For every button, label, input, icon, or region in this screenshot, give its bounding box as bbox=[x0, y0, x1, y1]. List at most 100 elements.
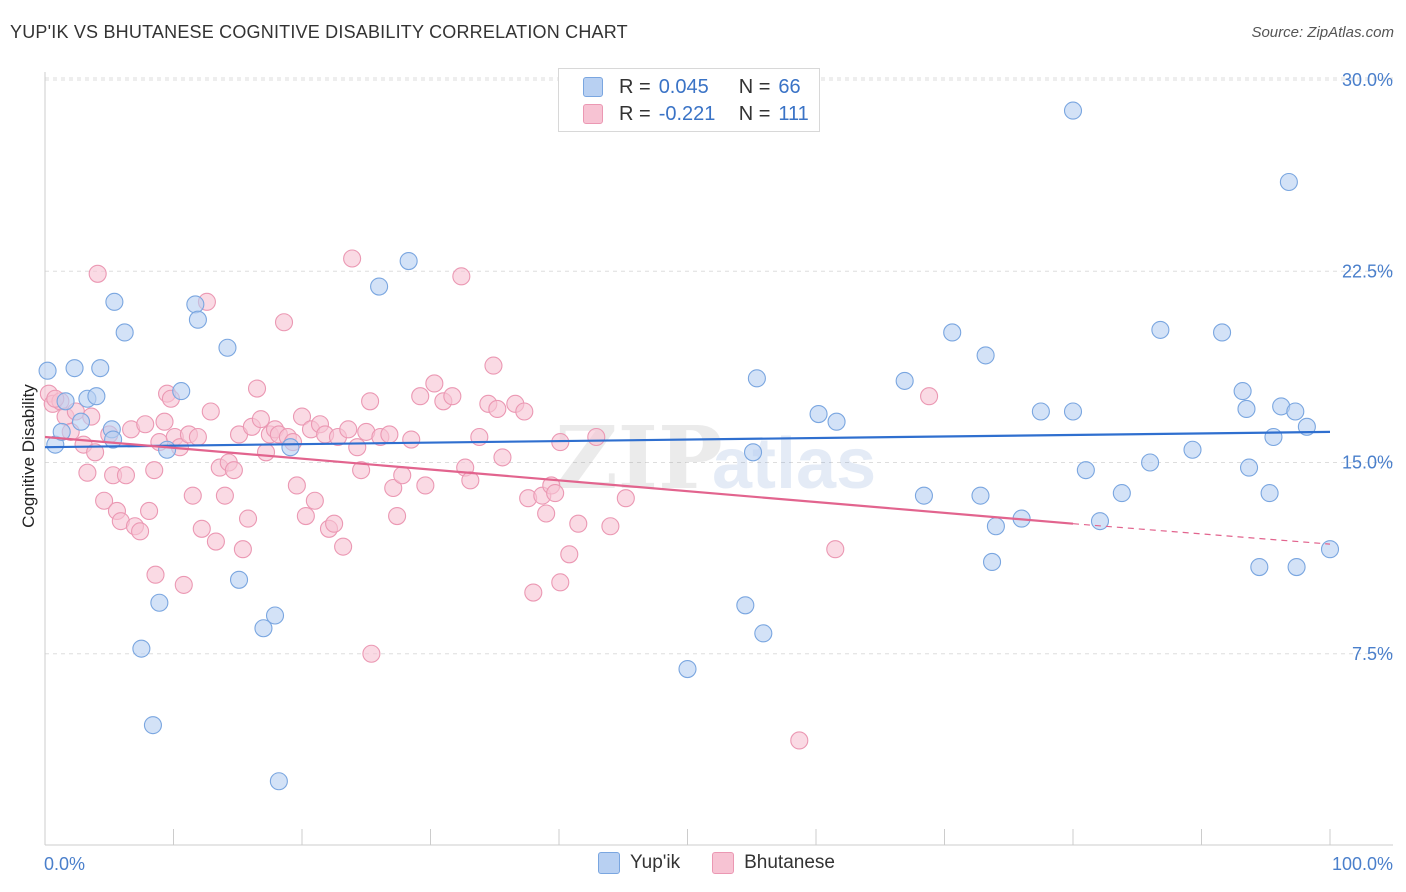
yupik-swatch bbox=[583, 77, 603, 97]
yupik-point bbox=[754, 624, 773, 643]
yupik-point bbox=[1287, 557, 1306, 577]
yupik-point bbox=[186, 295, 205, 314]
yupik-point bbox=[254, 619, 273, 638]
x-tick-label-max: 100.0% bbox=[1332, 854, 1393, 874]
svg-text:atlas: atlas bbox=[712, 424, 876, 504]
bhutanese-point bbox=[274, 313, 294, 332]
yupik-point bbox=[1260, 484, 1279, 503]
yupik-point bbox=[1233, 382, 1252, 401]
yupik-point bbox=[1286, 402, 1305, 421]
bhutanese-point bbox=[524, 583, 543, 602]
bhutanese-legend-label: Bhutanese bbox=[744, 852, 835, 873]
yupik-point bbox=[809, 404, 828, 424]
yupik-point bbox=[1141, 453, 1160, 472]
bhutanese-point bbox=[425, 374, 444, 393]
yupik-point bbox=[895, 371, 914, 390]
bhutanese-point bbox=[256, 443, 276, 462]
svg-text:ZIP: ZIP bbox=[555, 408, 723, 509]
bhutanese-point bbox=[201, 402, 220, 421]
bhutanese-point bbox=[116, 466, 136, 485]
yupik-point bbox=[229, 570, 249, 589]
trendlines bbox=[44, 430, 1331, 545]
bhutanese-point bbox=[362, 644, 381, 663]
yupik-point bbox=[1151, 320, 1170, 339]
yupik-legend-label: Yup'ik bbox=[630, 852, 681, 873]
bhutanese-point bbox=[206, 532, 225, 551]
yupik-point bbox=[1279, 172, 1298, 192]
bhutanese-point bbox=[86, 443, 105, 462]
bhutanese-point bbox=[339, 420, 358, 439]
bhutanese-point bbox=[569, 514, 588, 533]
yupik-point bbox=[1063, 101, 1083, 120]
yupik-point bbox=[1213, 323, 1232, 342]
bhutanese-point bbox=[140, 501, 159, 521]
yupik-point bbox=[1239, 458, 1259, 477]
gridlines bbox=[45, 77, 1393, 655]
yupik-point bbox=[1237, 399, 1256, 419]
yupik-point bbox=[172, 382, 191, 401]
bhutanese-point bbox=[488, 399, 507, 419]
y-axis-title: Cognitive Disability bbox=[19, 384, 38, 528]
yupik-point bbox=[281, 438, 300, 457]
bhutanese-point bbox=[361, 392, 380, 411]
yupik-point bbox=[87, 387, 106, 406]
bhutanese-point bbox=[393, 466, 412, 485]
yupik-point bbox=[115, 323, 134, 342]
bhutanese-point bbox=[616, 489, 635, 508]
n-label: N = bbox=[738, 75, 771, 98]
bhutanese-point bbox=[551, 573, 570, 592]
yupik-point bbox=[143, 716, 162, 735]
yupik-point bbox=[188, 310, 207, 329]
yupik-point bbox=[91, 359, 110, 378]
bhutanese-point bbox=[145, 461, 164, 480]
yupik-point bbox=[132, 639, 151, 658]
bhutanese-swatch bbox=[583, 104, 603, 124]
bhutanese-point bbox=[296, 506, 315, 526]
bhutanese-point bbox=[402, 430, 421, 449]
bhutanese-r-value: -0.221 bbox=[658, 102, 716, 125]
yupik-point bbox=[56, 392, 75, 411]
legend-item-bhutanese[interactable]: Bhutanese bbox=[712, 852, 835, 874]
yupik-point bbox=[1320, 540, 1340, 559]
bhutanese-point bbox=[452, 267, 471, 286]
bhutanese-point bbox=[78, 463, 97, 482]
bhutanese-point bbox=[484, 356, 503, 375]
yupik-point bbox=[976, 346, 995, 365]
bhutanese-point bbox=[95, 491, 114, 510]
bhutanese-n-value: 111 bbox=[778, 102, 809, 125]
yupik-point bbox=[218, 338, 237, 357]
bhutanese-point bbox=[188, 427, 207, 447]
bhutanese-point bbox=[388, 506, 407, 526]
bhutanese-points bbox=[39, 249, 939, 750]
yupik-point bbox=[1090, 512, 1110, 531]
r-label: R = bbox=[619, 102, 651, 125]
series-legend: Yup'ik Bhutanese bbox=[598, 852, 867, 874]
yupik-point bbox=[1063, 402, 1083, 421]
bhutanese-point bbox=[343, 249, 362, 268]
bhutanese-point bbox=[560, 545, 579, 564]
bhutanese-point bbox=[325, 514, 344, 533]
yupik-point bbox=[105, 292, 124, 311]
legend-row-bhutanese: R = -0.221 N = 111 bbox=[583, 102, 809, 126]
bhutanese-point bbox=[247, 379, 267, 398]
bhutanese-point bbox=[334, 537, 353, 556]
yupik-point bbox=[743, 443, 763, 462]
yupik-point bbox=[158, 440, 177, 459]
bhutanese-point bbox=[136, 415, 155, 434]
bhutanese-legend-swatch bbox=[712, 852, 735, 874]
bhutanese-point bbox=[384, 478, 403, 498]
legend-item-yupik[interactable]: Yup'ik bbox=[598, 852, 680, 874]
bhutanese-point bbox=[601, 517, 620, 536]
bhutanese-point bbox=[233, 540, 252, 559]
yupik-point bbox=[747, 369, 766, 388]
stats-legend: R = 0.045 N = 66 R = -0.221 N = 111 bbox=[558, 68, 820, 132]
bhutanese-point bbox=[215, 486, 234, 505]
yupik-point bbox=[971, 486, 990, 505]
yupik-point bbox=[1250, 557, 1269, 577]
bhutanese-point bbox=[183, 486, 202, 505]
bhutanese-point bbox=[493, 448, 512, 467]
yupik-trendline bbox=[44, 430, 1331, 449]
yupik-point bbox=[827, 412, 846, 431]
bhutanese-point bbox=[238, 509, 258, 528]
